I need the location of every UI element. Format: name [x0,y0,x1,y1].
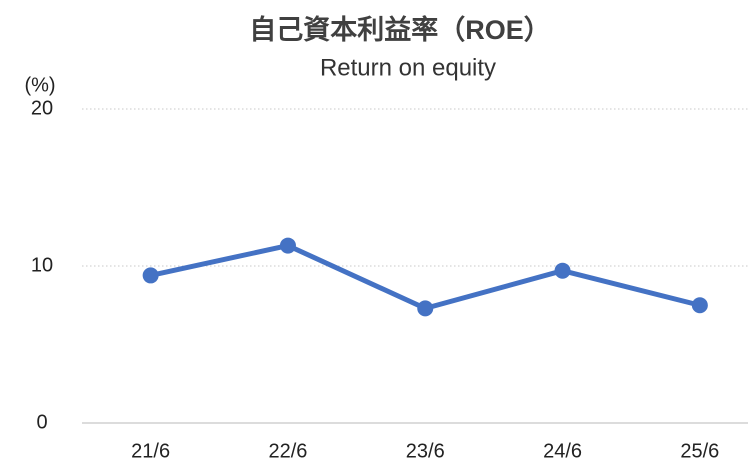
x-tick-label: 23/6 [406,440,445,462]
x-tick-label: 22/6 [268,440,307,462]
chart-title: 自己資本利益率（ROE） [249,14,551,45]
point [142,267,159,284]
x-tick-label: 25/6 [680,440,719,462]
chart-subtitle: Return on equity [320,54,496,81]
point [279,237,296,254]
y-tick-label: 10 [31,254,53,276]
y-tick-label: 20 [31,97,53,119]
y-tick-label: 0 [36,411,47,433]
line [150,243,701,311]
point [691,297,708,314]
y-axis-label: (%) [24,74,55,96]
x-tick-label: 24/6 [543,440,582,462]
point [417,300,434,317]
point [554,262,571,279]
x-tick-label: 21/6 [131,440,170,462]
